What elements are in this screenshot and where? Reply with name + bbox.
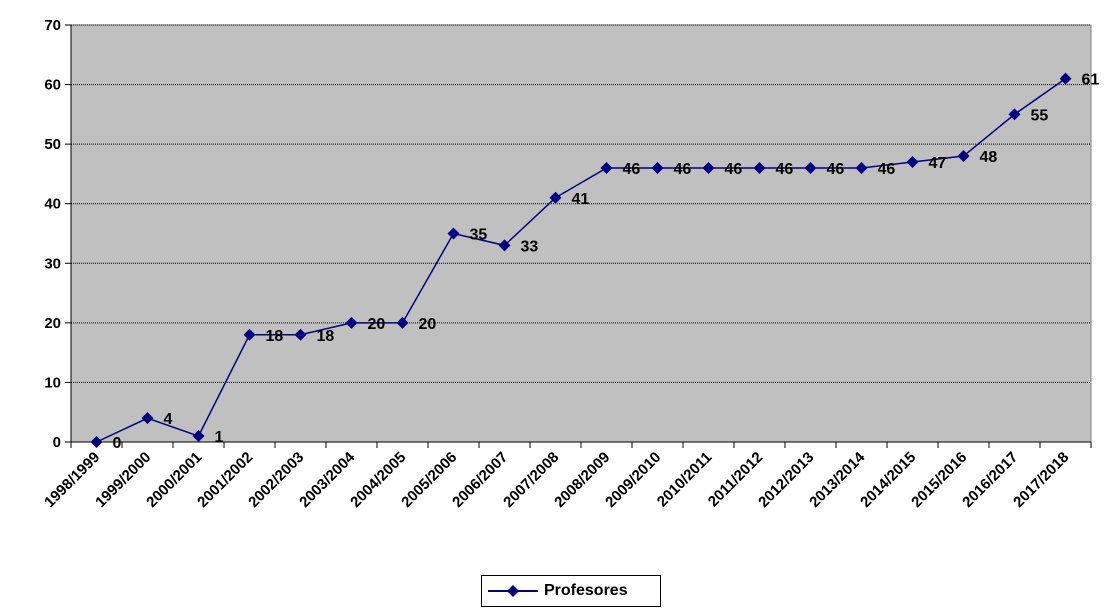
legend-label: Profesores [544, 582, 628, 599]
data-label: 46 [878, 161, 896, 178]
y-tick-label: 60 [44, 77, 61, 94]
data-point-marker [396, 316, 409, 329]
data-label: 46 [623, 161, 641, 178]
data-label: 47 [929, 155, 947, 172]
y-tick-label: 30 [44, 255, 61, 272]
data-point-marker [753, 161, 766, 174]
data-label: 18 [317, 328, 335, 345]
x-tick-label: 2017/2018 [1010, 449, 1072, 511]
data-label: 46 [776, 161, 794, 178]
y-axis-ticks: 0 10 20 30 40 50 60 70 [44, 17, 61, 451]
axes [65, 24, 1092, 448]
series-profesores [90, 72, 1072, 448]
data-label: 20 [419, 316, 437, 333]
y-tick-label: 40 [44, 196, 61, 213]
data-point-marker [651, 161, 664, 174]
data-label: 46 [827, 161, 845, 178]
data-point-marker [294, 328, 307, 341]
data-point-marker [192, 430, 205, 443]
data-label: 35 [470, 227, 488, 244]
data-point-marker [90, 436, 103, 448]
data-label: 0 [113, 435, 122, 452]
data-point-marker [141, 412, 154, 425]
data-point-marker [702, 161, 715, 174]
gridlines [71, 24, 1091, 383]
data-point-marker [855, 161, 868, 174]
data-label: 20 [368, 316, 386, 333]
data-point-marker [549, 191, 562, 204]
data-label: 18 [266, 328, 284, 345]
data-label: 4 [164, 411, 173, 428]
data-label: 61 [1082, 72, 1100, 89]
y-tick-label: 0 [53, 434, 61, 451]
data-label: 48 [980, 149, 998, 166]
data-point-marker [447, 227, 460, 240]
data-label: 46 [674, 161, 692, 178]
x-axis-ticks: 1998/19991999/20002000/20012001/20022002… [41, 448, 1072, 511]
data-point-marker [804, 161, 817, 174]
x-tick-label: 2009/2010 [602, 449, 664, 511]
data-label: 41 [572, 191, 590, 208]
data-point-marker [498, 239, 511, 252]
data-point-marker [906, 156, 919, 169]
x-tick-label: 2010/2011 [654, 449, 716, 511]
data-point-marker [957, 150, 970, 163]
data-point-marker [1059, 72, 1072, 85]
data-label: 55 [1031, 107, 1049, 124]
y-tick-label: 50 [44, 136, 61, 153]
legend: Profesores [481, 575, 661, 607]
data-label: 46 [725, 161, 743, 178]
series-line [96, 78, 1066, 443]
y-tick-label: 20 [44, 315, 61, 332]
data-point-marker [1008, 108, 1021, 121]
y-tick-label: 70 [44, 17, 61, 34]
plot-area [70, 24, 1092, 443]
data-label: 1 [215, 429, 224, 446]
data-point-marker [600, 161, 613, 174]
data-point-marker [345, 316, 358, 329]
data-label: 33 [521, 238, 539, 255]
data-point-marker [243, 328, 256, 341]
legend-swatch-icon [488, 585, 538, 597]
y-tick-label: 10 [44, 374, 61, 391]
